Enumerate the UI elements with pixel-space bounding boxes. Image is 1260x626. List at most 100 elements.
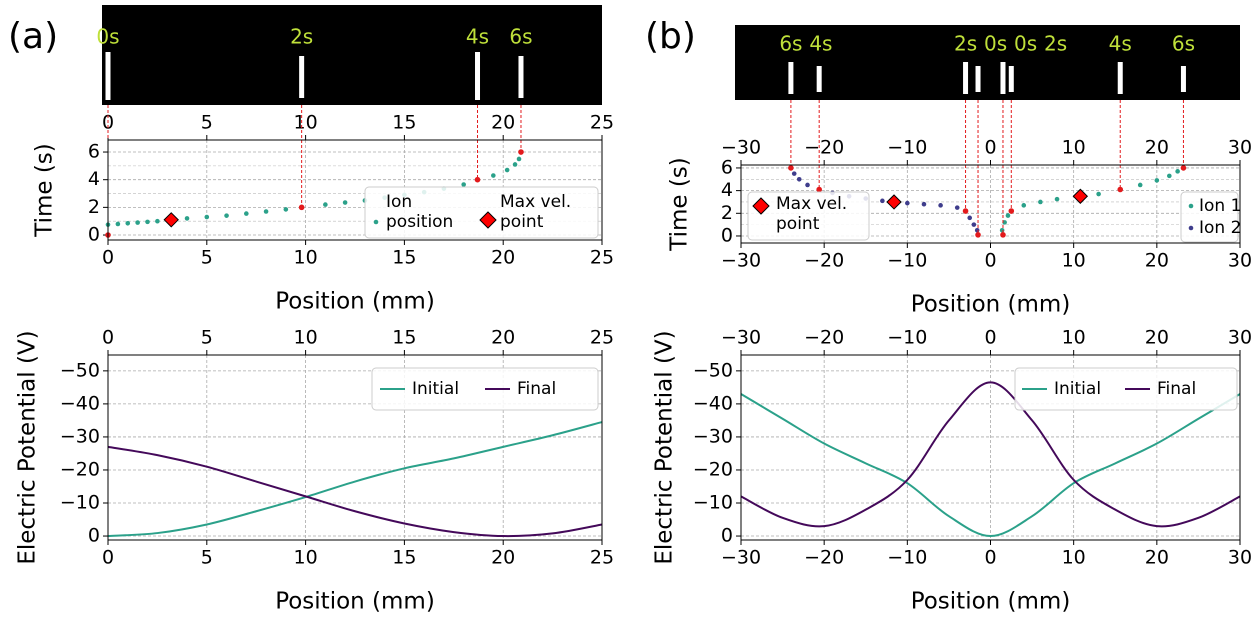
ion-point: [954, 205, 960, 210]
ion-point: [1021, 203, 1027, 208]
ion-point: [263, 209, 269, 214]
legend-label: Final: [1157, 379, 1196, 399]
legend-label: Ion position: [386, 192, 454, 232]
snapshot-label: 0s: [1014, 32, 1037, 56]
ion-point: [1137, 182, 1143, 188]
x-tick-label-top: 10: [294, 112, 318, 134]
ion-point: [974, 228, 980, 233]
max-velocity-point: [1072, 188, 1089, 204]
ion-point: [1002, 220, 1007, 225]
x-tick-label: −10: [887, 547, 927, 569]
ion-image: [1008, 66, 1014, 92]
x-tick-label-top: 10: [294, 327, 318, 349]
x-tick-label-top: 5: [201, 327, 213, 349]
ion-image: [299, 56, 305, 98]
y-axis-label: Electric Potential (V): [652, 330, 678, 564]
x-tick-label-top: −30: [721, 137, 761, 159]
axes-frame: [107, 354, 603, 541]
snapshot-label: 2s: [954, 32, 977, 56]
potential-line: [740, 381, 1241, 528]
snapshot-point: [975, 232, 981, 238]
x-tick-label: −20: [804, 547, 844, 569]
x-tick-label: 10: [294, 247, 318, 269]
y-tick-label: 2: [721, 202, 733, 224]
ion-point: [342, 200, 348, 205]
ion-point: [115, 221, 121, 227]
x-tick-label: 15: [392, 247, 416, 269]
y-tick-label: −40: [60, 392, 100, 414]
potential-line: [107, 421, 603, 538]
legend-label: Max vel. point: [500, 192, 572, 232]
legend-label: Initial: [412, 379, 459, 399]
x-axis-label: Position (mm): [275, 289, 435, 315]
x-tick-label: 20: [1145, 250, 1169, 272]
x-tick-label: 20: [1145, 547, 1169, 569]
y-tick-label: −30: [693, 425, 733, 447]
ion-point: [791, 171, 797, 176]
potential-line: [107, 445, 603, 538]
ion-point: [1054, 196, 1060, 202]
ion-point: [504, 167, 510, 173]
x-tick-label: 15: [392, 547, 416, 569]
y-tick-label: −40: [693, 392, 733, 414]
ion-point: [461, 182, 466, 187]
y-tick-label: −20: [693, 458, 733, 480]
ion-point: [805, 182, 810, 188]
y-tick-label: 0: [88, 224, 100, 246]
y-tick-label: −30: [60, 425, 100, 447]
x-tick-label-top: 20: [1145, 327, 1169, 349]
camera-strip: [102, 5, 602, 105]
legend-label: Max vel. point: [776, 194, 848, 234]
snapshot-point: [816, 186, 822, 193]
ion-point: [125, 220, 131, 226]
panel-label: (a): [8, 16, 58, 57]
y-tick-label: 0: [721, 525, 733, 547]
ion-point: [1096, 191, 1101, 197]
x-tick-label-top: 15: [392, 112, 416, 134]
snapshot-point: [788, 165, 794, 171]
axes-frame: [107, 139, 603, 241]
y-tick-label: 4: [88, 168, 100, 190]
snapshot-label: 4s: [1109, 32, 1132, 56]
ion-image: [975, 66, 981, 92]
x-tick-label-top: 25: [590, 327, 614, 349]
ion-image: [475, 52, 481, 100]
ion-point: [938, 203, 943, 208]
ion-point: [512, 162, 518, 167]
x-tick-label-top: 30: [1228, 137, 1252, 159]
x-tick-label-top: 10: [1062, 137, 1086, 159]
legend-marker: [479, 211, 497, 229]
x-tick-label: 25: [590, 247, 614, 269]
x-tick-label: 20: [491, 247, 515, 269]
x-tick-label-top: 0: [102, 327, 114, 349]
ion-point: [921, 201, 927, 207]
snapshot-label: 2s: [1044, 32, 1067, 56]
ion-point: [491, 173, 496, 178]
legend-marker: [1188, 203, 1194, 209]
snapshot-point: [1180, 165, 1187, 171]
x-tick-label-top: 20: [491, 112, 515, 134]
legend-marker: [752, 197, 770, 215]
y-tick-label: −50: [60, 359, 100, 381]
x-tick-label: 10: [1062, 547, 1086, 569]
ion-image: [1117, 62, 1123, 94]
x-axis-label: Position (mm): [911, 292, 1071, 318]
snapshot-point: [962, 208, 969, 214]
ion-image: [1000, 62, 1006, 94]
snapshot-label: 2s: [290, 25, 313, 49]
legend-marker: [1188, 225, 1194, 231]
snapshot-label: 0s: [96, 25, 119, 49]
ion-point: [516, 156, 522, 162]
x-tick-label-top: 30: [1228, 327, 1252, 349]
x-tick-label: −30: [721, 250, 761, 272]
x-tick-label-top: 0: [984, 137, 996, 159]
y-axis-label: Time (s): [32, 143, 58, 238]
snapshot-label: 6s: [779, 32, 802, 56]
y-tick-label: −10: [693, 492, 733, 514]
legend-label: Final: [517, 379, 556, 399]
snapshot-point: [1117, 186, 1124, 193]
ion-image: [963, 62, 969, 94]
axes-frame: [740, 164, 1241, 244]
